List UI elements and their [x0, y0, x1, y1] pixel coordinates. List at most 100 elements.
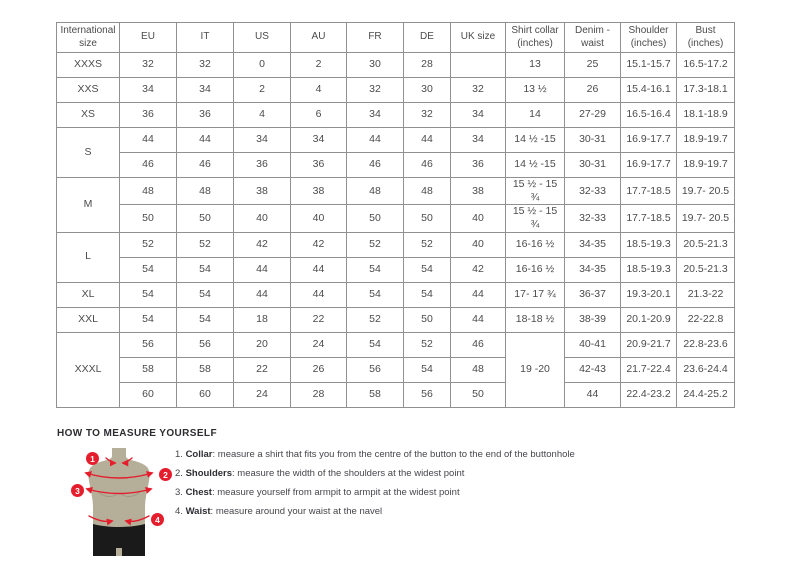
- size-cell: 40: [290, 204, 347, 233]
- size-cell: 14 ½ -15: [505, 152, 565, 178]
- size-cell: 52: [176, 231, 234, 258]
- size-cell: 26: [290, 356, 347, 383]
- step-text: : measure yourself from armpit to armpit…: [211, 487, 460, 498]
- table-row: M 48 48 38 38 48 48 38 15 ½ - 15 ¾ 32-33 17.7-18.5…: [56, 176, 735, 233]
- size-cell: 34: [119, 77, 177, 103]
- measure-step: 4. Waist: measure around your waist at t…: [175, 502, 755, 521]
- size-cell: 20.5-21.3: [676, 256, 735, 283]
- size-cell: 19.7- 20.5: [676, 176, 735, 206]
- size-cell: 34: [233, 127, 291, 153]
- size-cell: 54: [346, 256, 404, 283]
- size-cell: 50: [176, 204, 234, 233]
- size-cell: 34: [450, 102, 506, 128]
- column-header: Shirt collar (inches): [505, 22, 565, 53]
- step-number: 2.: [175, 468, 186, 479]
- size-cell: 58: [176, 356, 234, 383]
- size-cell: 18.9-19.7: [676, 152, 735, 178]
- column-header: FR: [346, 22, 404, 53]
- size-cell: 32: [403, 102, 451, 128]
- size-cell: 46: [119, 152, 177, 178]
- column-header: International size: [56, 22, 120, 53]
- step-text: : measure around your waist at the navel: [210, 506, 383, 517]
- size-cell: 44: [346, 127, 404, 153]
- size-cell: S: [56, 127, 120, 178]
- size-cell: 4: [290, 77, 347, 103]
- measure-step: 2. Shoulders: measure the width of the s…: [175, 464, 755, 483]
- step-label: Chest: [185, 487, 212, 498]
- size-cell: 56: [403, 381, 451, 408]
- size-cell: 38: [290, 176, 347, 206]
- size-cell: 54: [403, 356, 451, 383]
- size-cell: 54: [346, 281, 404, 308]
- table-row: XXXL 56 56 20 24 54 52 46 19 -20 40-41 20.9-21.7 22…: [56, 331, 735, 408]
- step-label: Shoulders: [185, 468, 233, 479]
- table-row: 50 50 40 40 50 50 40 15 ½ - 15 ¾ 32-33 17.7-18.5 1…: [57, 204, 735, 233]
- size-cell: 50: [403, 306, 451, 333]
- measure-badge-1: 1: [86, 452, 99, 465]
- mannequin-illustration: [84, 448, 154, 556]
- size-cell: 22: [290, 306, 347, 333]
- size-cell: 18.5-19.3: [620, 256, 677, 283]
- size-cell: 17- 17 ¾: [505, 281, 565, 308]
- size-cell: 13: [505, 52, 565, 78]
- size-cell: 16-16 ½: [505, 256, 565, 283]
- size-cell: 48: [346, 176, 404, 206]
- size-cell: 44: [290, 256, 347, 283]
- size-cell: 19 -20: [505, 331, 565, 408]
- size-cell: 36: [290, 152, 347, 178]
- size-cell: 54: [403, 281, 451, 308]
- size-cell: 6: [290, 102, 347, 128]
- size-cell: [450, 52, 506, 78]
- size-cell: 44: [233, 256, 291, 283]
- size-cell: 36: [119, 102, 177, 128]
- size-cell: 50: [346, 204, 404, 233]
- size-cell: 40: [450, 204, 506, 233]
- step-text: : measure the width of the shoulders at …: [232, 468, 465, 479]
- size-cell: 48: [176, 176, 234, 206]
- column-header: UK size: [450, 22, 506, 53]
- table-row: L 52 52 42 42 52 52 40 16-16 ½ 34-35 18.5-19.3 20.5…: [56, 231, 735, 283]
- size-cell: XS: [56, 102, 120, 128]
- size-cell: XXS: [56, 77, 120, 103]
- measure-step: 3. Chest: measure yourself from armpit t…: [175, 483, 755, 502]
- size-cell: 30: [403, 77, 451, 103]
- measure-badge-2: 2: [159, 468, 172, 481]
- table-row: XXXS 32 32 0 2 30 28 13 25 15.1-15.7 16.5-17.2: [56, 52, 735, 78]
- column-header: EU: [119, 22, 177, 53]
- size-cell: XXXL: [56, 331, 120, 408]
- size-cell: 19.7- 20.5: [676, 204, 735, 233]
- size-cell: 34: [346, 102, 404, 128]
- table-row: 60 60 24 28 58 56 50 44 22.4-23.2 24.4-25.2: [57, 381, 735, 408]
- size-cell: 52: [346, 231, 404, 258]
- column-header: Denim - waist: [564, 22, 621, 53]
- size-cell: 36: [176, 102, 234, 128]
- size-cell: 18.1-18.9: [676, 102, 735, 128]
- step-number: 3.: [175, 487, 186, 498]
- size-cell: 22-22.8: [676, 306, 735, 333]
- size-cell: 44: [290, 281, 347, 308]
- column-header: Shoulder (inches): [620, 22, 677, 53]
- size-cell: 44: [564, 381, 621, 408]
- size-cell: 26: [564, 77, 621, 103]
- size-cell: 32: [346, 77, 404, 103]
- table-row: S 44 44 34 34 44 44 34 14 ½ -15 30-31 16.9-17.7 18.…: [56, 127, 735, 178]
- size-table-body: XXXS 32 32 0 2 30 28 13 25 15.1-15.7 16.5-17.2 XXS 3…: [56, 52, 735, 408]
- size-cell: 32-33: [564, 204, 621, 233]
- size-cell: 56: [176, 331, 234, 358]
- size-cell: 36: [450, 152, 506, 178]
- size-cell: 54: [119, 281, 177, 308]
- measure-badge-4: 4: [151, 513, 164, 526]
- size-cell: 18-18 ½: [505, 306, 565, 333]
- measure-heading: HOW TO MEASURE YOURSELF: [57, 428, 217, 439]
- column-header: AU: [290, 22, 347, 53]
- size-table: International size EU IT US AU FR DE UK size Shi…: [56, 22, 735, 408]
- size-cell: 34: [176, 77, 234, 103]
- table-row: 58 58 22 26 56 54 48 42-43 21.7-22.4 23.6-24.4: [57, 356, 735, 383]
- size-cell: 32: [176, 52, 234, 78]
- size-cell: 56: [346, 356, 404, 383]
- size-cell: 30: [346, 52, 404, 78]
- size-cell: 50: [119, 204, 177, 233]
- size-cell: 20: [233, 331, 291, 358]
- size-cell: 16.5-16.4: [620, 102, 677, 128]
- step-label: Collar: [185, 449, 213, 460]
